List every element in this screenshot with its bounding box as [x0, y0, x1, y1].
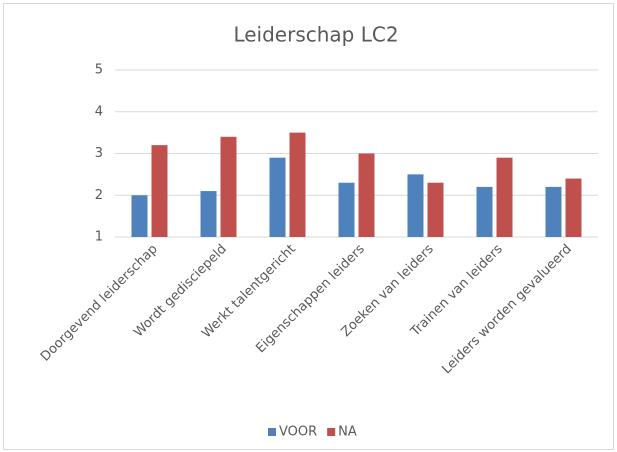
bar — [269, 157, 286, 237]
y-tick-label: 4 — [95, 104, 103, 119]
bar — [200, 191, 217, 237]
bar — [151, 145, 168, 237]
y-tick-label: 5 — [95, 63, 103, 78]
bar — [496, 157, 513, 237]
bar — [565, 178, 582, 237]
y-tick-label: 1 — [95, 230, 103, 245]
legend-label: NA — [338, 425, 357, 440]
y-tick-label: 3 — [95, 146, 103, 161]
bar — [289, 132, 306, 237]
y-tick-label: 2 — [95, 188, 103, 203]
bar — [220, 136, 237, 237]
legend-label: VOOR — [279, 425, 317, 440]
bar — [407, 174, 424, 237]
legend-swatch — [327, 428, 336, 436]
bar — [476, 186, 493, 237]
bar — [545, 186, 562, 237]
bar — [338, 182, 355, 237]
bar — [427, 182, 444, 237]
chart-title: Leiderschap LC2 — [233, 23, 398, 47]
bar — [131, 195, 148, 237]
bar — [358, 153, 375, 237]
legend-swatch — [268, 428, 276, 436]
